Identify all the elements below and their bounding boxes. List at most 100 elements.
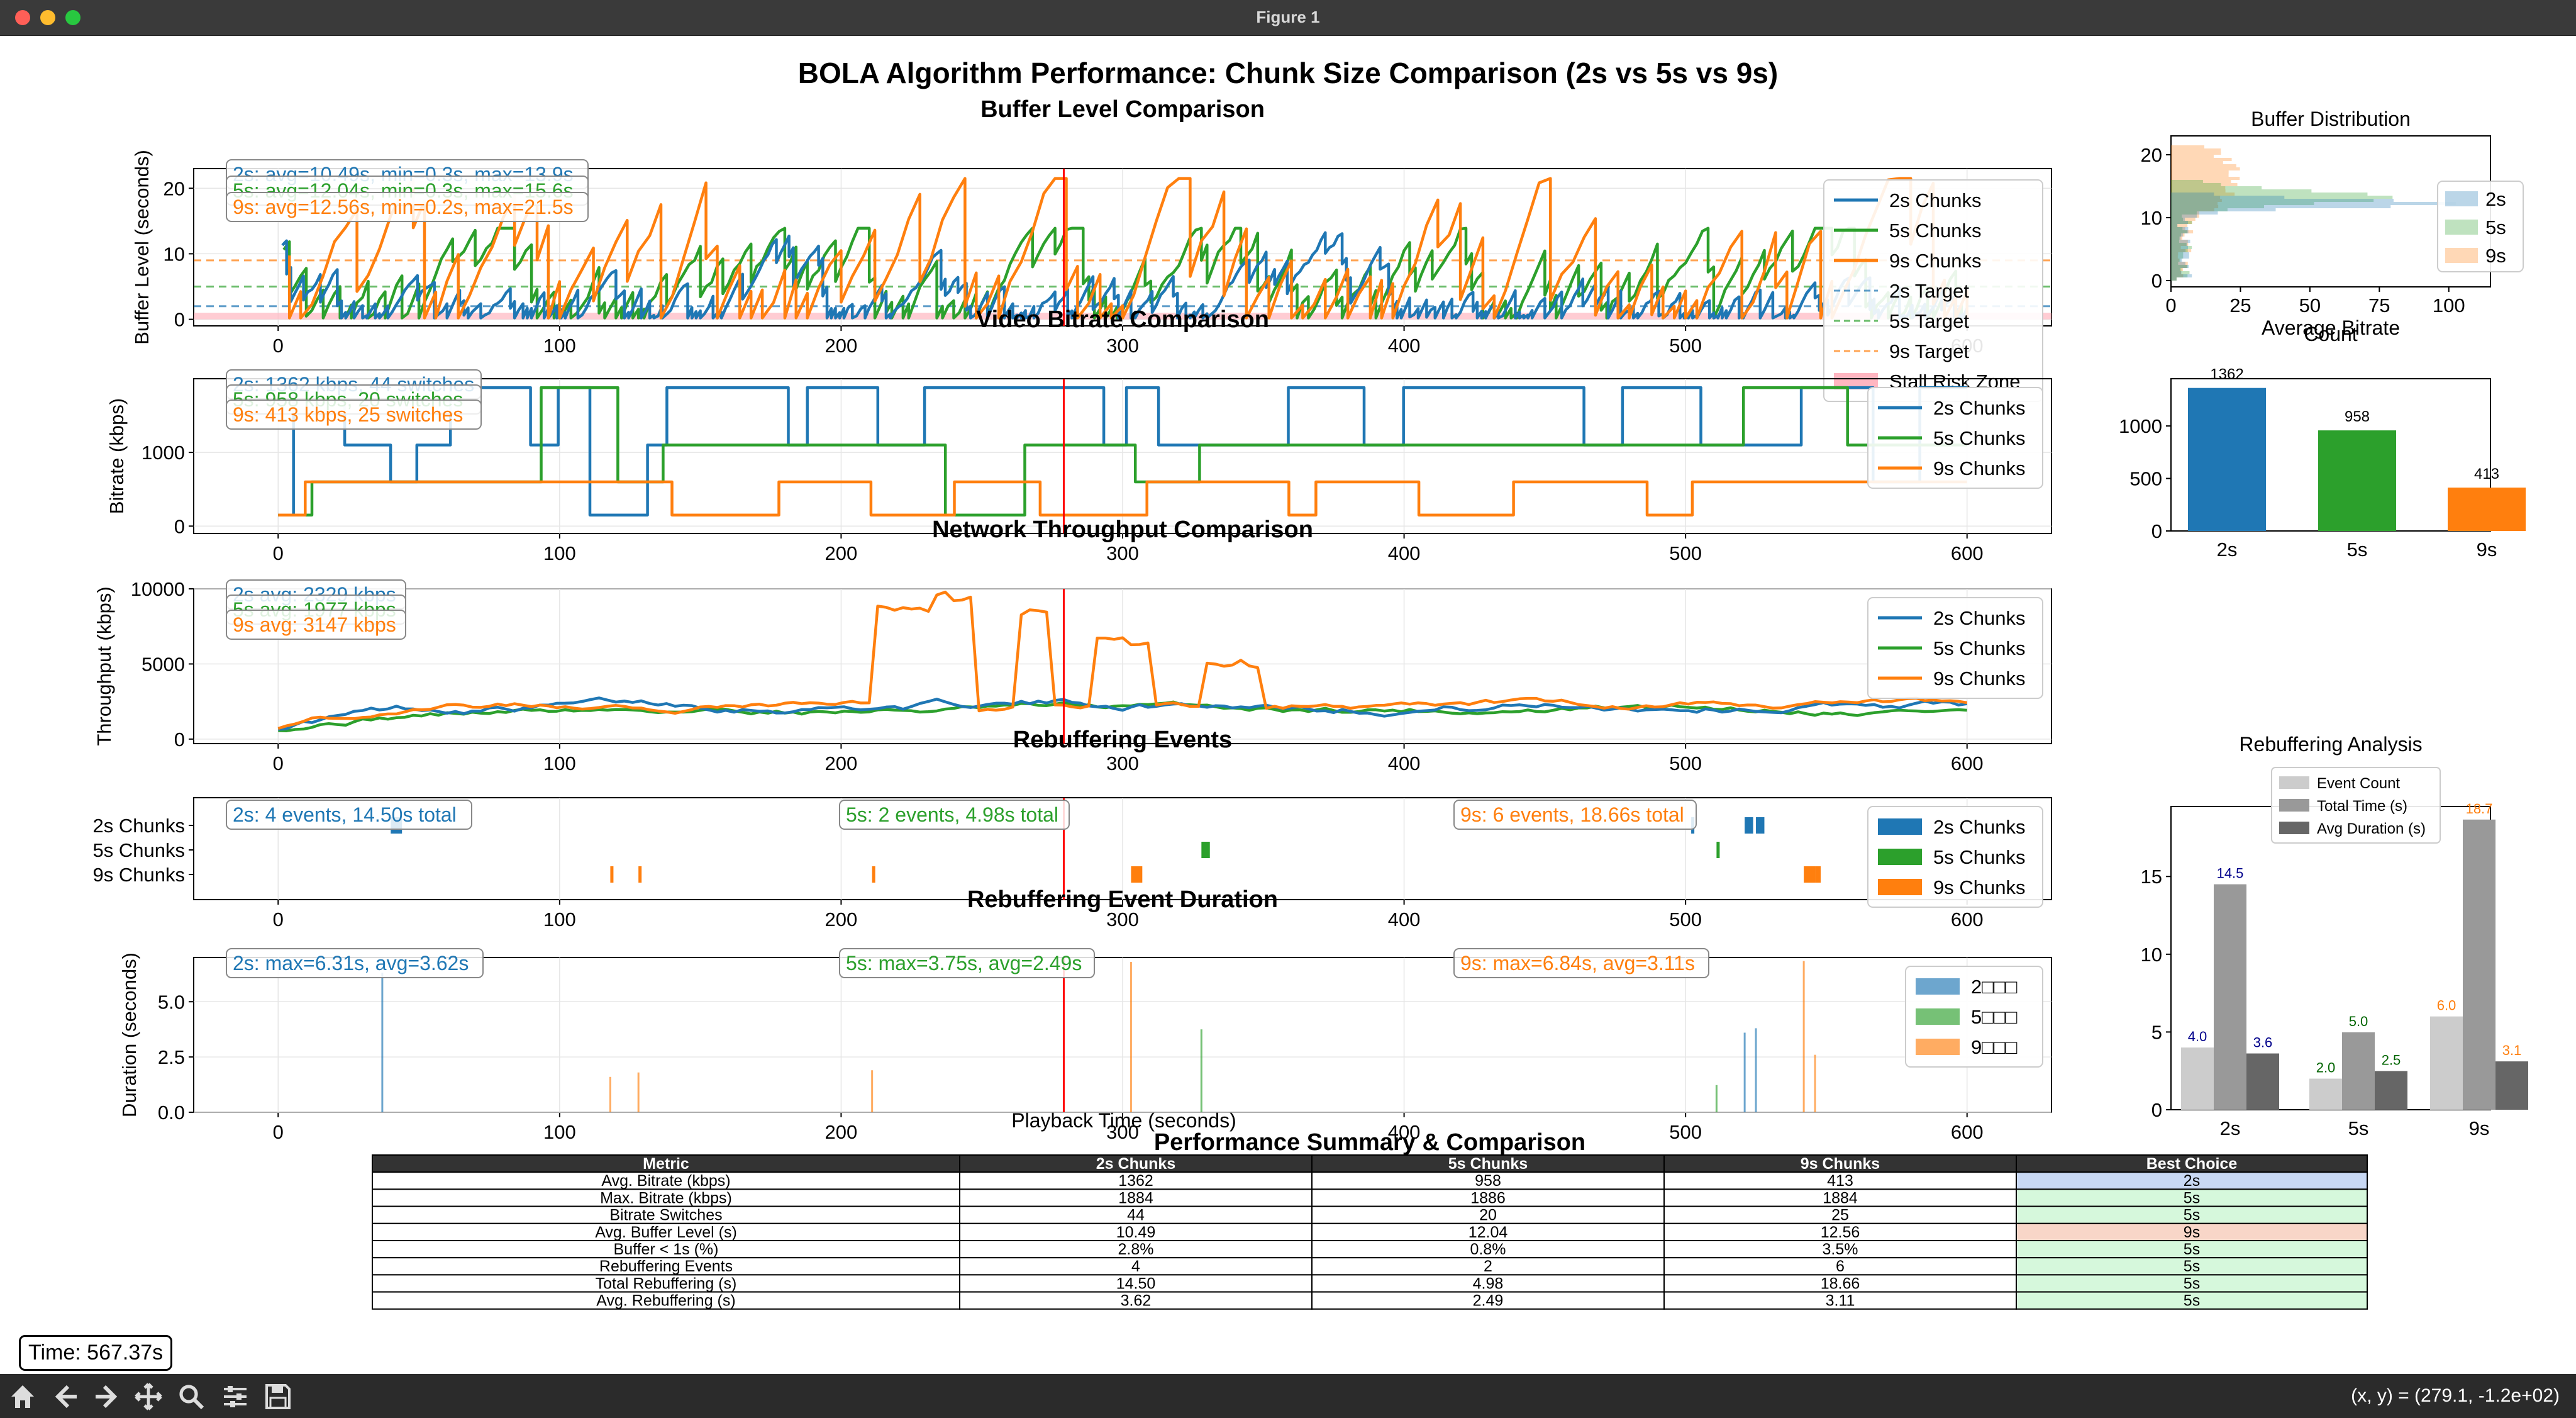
buffer-legend-label: 5s Target (1889, 310, 1969, 332)
buffer-dist-xtick-label: 25 (2229, 294, 2251, 316)
duration-xlabel: Playback Time (seconds) (1011, 1109, 1236, 1132)
summary-cell-text: Avg. Bitrate (kbps) (601, 1172, 730, 1190)
avg-bitrate-xtick-label: 2s (2217, 539, 2238, 561)
throughput-xtick-label: 100 (543, 752, 576, 774)
buffer-dist-bar (2171, 158, 2232, 161)
buffer-dist-bar (2171, 265, 2189, 268)
summary-cell (2016, 1274, 2368, 1293)
figure-canvas: BOLA Algorithm Performance: Chunk Size C… (93, 57, 2528, 1310)
save-icon[interactable] (263, 1382, 293, 1412)
summary-cell (959, 1274, 1313, 1293)
throughput-title: Network Throughput Comparison (932, 516, 1313, 543)
throughput-stats-text: 9s avg: 3147 kbps (233, 613, 396, 636)
buffer-dist-legend-patch (2445, 248, 2478, 263)
throughput-legend-label: 5s Chunks (1933, 637, 2025, 659)
bitrate-xtick-label: 300 (1106, 542, 1139, 564)
configure-icon[interactable] (220, 1382, 250, 1412)
summary-cell (1311, 1240, 1665, 1259)
rebuf-analysis-bar (2375, 1071, 2407, 1110)
summary-header-text: Metric (643, 1155, 689, 1173)
bitrate-legend-label: 2s Chunks (1933, 397, 2025, 419)
rebuf-analysis-legend-label: Total Time (s) (2317, 798, 2407, 815)
avg-bitrate-ytick-label: 500 (2129, 468, 2162, 490)
bitrate-series-line (278, 386, 1967, 516)
buffer-dist-bar (2171, 233, 2181, 237)
summary-cell-text: 5s (2184, 1292, 2200, 1310)
bitrate-xtick-label: 500 (1669, 542, 1702, 564)
zoom-window-button[interactable] (65, 10, 80, 25)
forward-icon[interactable] (92, 1382, 122, 1412)
window-titlebar: Figure 1 (0, 0, 2576, 36)
buffer-dist-bar (2171, 277, 2177, 281)
summary-header-text: Best Choice (2146, 1155, 2238, 1173)
buffer-dist-bar (2171, 243, 2189, 246)
bitrate-series-line (278, 480, 1967, 516)
duration-bar (1814, 1054, 1816, 1112)
bitrate-xtick-label: 200 (825, 542, 858, 564)
buffer-dist-bar (2171, 240, 2179, 243)
buffer-dist-bar (2171, 249, 2188, 252)
buffer-dist-bar (2171, 271, 2182, 274)
buffer-dist-legend-label: 9s (2485, 245, 2506, 267)
duration-bar (609, 1076, 611, 1112)
rebuffer-legend-label: 9s Chunks (1933, 876, 2025, 898)
rebuf-analysis-bar (2463, 819, 2496, 1110)
buffer-dist-bar (2171, 205, 2391, 208)
buffer-dist-bar (2171, 208, 2214, 211)
buffer-dist-bar (2171, 277, 2177, 281)
buffer-dist-bar (2171, 268, 2182, 271)
rebuffer-stats-text: 5s: 2 events, 4.98s total (846, 803, 1058, 826)
bitrate-xtick-label: 100 (543, 542, 576, 564)
throughput-series-line (277, 590, 1968, 730)
buffer-stats-text: 9s: avg=12.56s, min=0.2s, max=21.5s (233, 196, 574, 218)
buffer-dist-bar (2171, 211, 2197, 215)
summary-cell-text: 2.49 (1473, 1292, 1504, 1310)
throughput-ytick-label: 10000 (131, 578, 185, 600)
summary-cell-text: 413 (1827, 1172, 1853, 1190)
buffer-ytick-label: 20 (164, 177, 185, 199)
rebuf-analysis-ytick-label: 15 (2141, 866, 2162, 888)
buffer-dist-ytick-label: 10 (2141, 207, 2162, 229)
summary-cell (2016, 1240, 2368, 1259)
buffer-dist-bar (2171, 230, 2189, 233)
buffer-dist-bar (2171, 265, 2188, 268)
duration-stats-box (1453, 948, 1709, 978)
summary-cell (372, 1171, 960, 1190)
buffer-dist-bar (2171, 186, 2226, 189)
duration-stats-text: 2s: max=6.31s, avg=3.62s (233, 952, 469, 974)
summary-cell (1311, 1274, 1665, 1293)
buffer-dist-bar (2171, 252, 2184, 255)
rebuffer-ytick-label: 9s Chunks (93, 864, 185, 886)
summary-cell-text: 5s (2184, 1189, 2200, 1207)
rebuf-analysis-value-label: 2.5 (2382, 1052, 2401, 1068)
buffer-legend-label: 9s Chunks (1889, 250, 1981, 272)
buffer-dist-bar (2171, 237, 2183, 240)
summary-cell (1311, 1257, 1665, 1276)
buffer-stats-box (226, 192, 589, 222)
avg-bitrate-value-label: 1362 (2210, 366, 2243, 383)
summary-cell-text: 5s (2184, 1275, 2200, 1292)
buffer-dist-xlabel: Count (2304, 323, 2358, 345)
avg-bitrate-bar (2318, 430, 2396, 531)
summary-cell (959, 1188, 1313, 1207)
back-icon[interactable] (50, 1382, 80, 1412)
close-window-button[interactable] (15, 10, 30, 25)
duration-ytick-label: 0.0 (158, 1102, 185, 1124)
summary-cell-text: 5s (2184, 1207, 2200, 1224)
home-icon[interactable] (8, 1382, 38, 1412)
bitrate-stats-box (226, 399, 482, 430)
buffer-dist-bar (2171, 199, 2222, 202)
rebuffer-legend-label: 5s Chunks (1933, 846, 2025, 868)
summary-cell (2016, 1222, 2368, 1242)
duration-bar (1130, 962, 1132, 1112)
zoom-icon[interactable] (176, 1382, 206, 1412)
duration-bar (1200, 1029, 1202, 1112)
summary-cell-text: 2s (2184, 1172, 2200, 1190)
buffer-dist-bar (2171, 189, 2226, 193)
summary-cell (372, 1257, 960, 1276)
duration-bar (1802, 961, 1805, 1112)
throughput-xtick-label: 500 (1669, 752, 1702, 774)
minimize-window-button[interactable] (40, 10, 55, 25)
buffer-dist-bar (2171, 202, 2456, 205)
pan-icon[interactable] (133, 1382, 164, 1412)
